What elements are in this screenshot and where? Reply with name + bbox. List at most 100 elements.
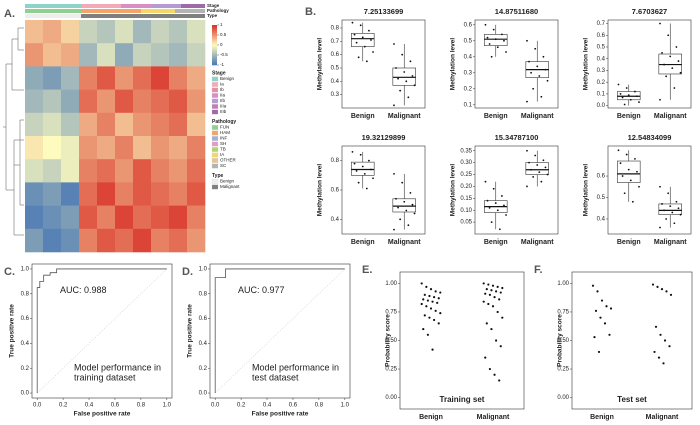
heatmap-cell <box>61 228 80 253</box>
data-point <box>425 305 428 308</box>
data-point <box>439 312 442 315</box>
plot-frame <box>209 263 351 399</box>
heatmap-cell <box>133 43 152 67</box>
data-point <box>505 51 507 53</box>
y-tick-label: 0.6 <box>21 316 30 322</box>
panel-label: F. <box>534 264 543 276</box>
heatmap-cell <box>169 112 188 137</box>
panel-label: E. <box>362 264 372 276</box>
data-point <box>485 288 488 291</box>
data-point <box>627 94 630 96</box>
heatmap-cell <box>169 20 188 44</box>
heatmap-cell <box>25 89 44 114</box>
legend-label: IA <box>220 152 224 157</box>
data-point <box>370 168 372 171</box>
data-point <box>395 67 397 69</box>
data-point <box>625 153 628 156</box>
data-point <box>355 170 358 172</box>
data-point <box>494 38 497 41</box>
data-point <box>593 335 596 339</box>
heatmap-cell <box>187 112 206 137</box>
legend-swatch <box>211 82 219 87</box>
legend-label: Malignant <box>220 184 240 189</box>
y-tick-label: 0.4 <box>21 341 30 347</box>
y-tick-label: 0.2 <box>199 366 208 372</box>
data-point <box>623 192 626 195</box>
x-tick-label: Benign <box>617 113 641 120</box>
x-tick-label: 0.0 <box>211 403 220 409</box>
data-point <box>498 228 501 231</box>
y-tick-label: 0.25 <box>460 172 472 178</box>
heatmap-cell <box>133 112 152 137</box>
y-tick-label: 0.35 <box>460 148 472 154</box>
colorbar-step <box>212 49 217 52</box>
legend-title: Type <box>212 173 224 179</box>
heatmap-cell <box>79 20 98 44</box>
heatmap-cell <box>169 159 188 183</box>
x-tick-label: Benign <box>484 239 508 246</box>
heatmap-cell <box>97 205 116 230</box>
data-point <box>357 181 360 184</box>
data-point <box>409 60 412 63</box>
data-point <box>423 314 426 317</box>
legend-swatch <box>211 184 219 190</box>
data-point <box>661 51 663 54</box>
data-point <box>669 55 672 58</box>
data-point <box>501 316 504 319</box>
data-point <box>679 213 682 216</box>
data-point <box>675 46 678 48</box>
legend-swatch <box>211 104 219 109</box>
panel-label: A. <box>4 8 15 20</box>
data-point <box>431 348 434 351</box>
data-point <box>403 71 406 73</box>
data-point <box>393 172 395 175</box>
data-point <box>407 224 410 227</box>
data-point <box>532 87 535 90</box>
heatmap-cell <box>79 112 98 137</box>
data-point <box>495 339 498 342</box>
data-point <box>536 65 539 68</box>
heatmap-cell <box>187 228 206 253</box>
heatmap-cell <box>97 66 116 90</box>
y-tick-label: 0.8 <box>21 291 30 297</box>
data-point <box>436 301 439 304</box>
data-point <box>496 285 499 288</box>
legend-label: Ib <box>220 87 224 92</box>
box-body <box>392 198 416 213</box>
legend-label: Ia <box>220 82 224 87</box>
y-axis-label: Methylation level <box>450 38 457 91</box>
data-point <box>530 71 532 74</box>
data-point <box>401 53 404 56</box>
heatmap-cell <box>133 159 152 183</box>
y-tick-label: 0.4 <box>331 79 340 85</box>
heatmap-cell <box>133 20 152 44</box>
heatmap-cell <box>97 43 116 67</box>
data-point <box>490 289 493 292</box>
data-point <box>631 200 634 203</box>
data-point <box>403 200 406 203</box>
heatmap-cell <box>61 112 80 137</box>
heatmap-cell <box>97 89 116 114</box>
annotation: training dataset <box>74 372 136 382</box>
data-point <box>428 316 431 319</box>
heatmap-cell <box>79 205 98 230</box>
colorbar-tick-label: -1 <box>220 62 224 67</box>
data-point <box>636 170 638 173</box>
y-tick-label: 0.7 <box>597 21 606 27</box>
box-body <box>392 67 416 86</box>
legend-label: Benign <box>220 179 235 184</box>
x-tick-label: 0.8 <box>137 403 146 409</box>
x-tick-label: Benign <box>484 113 508 120</box>
data-point <box>437 297 440 300</box>
heatmap-cell <box>43 20 62 44</box>
colorbar-step <box>212 27 217 30</box>
data-point <box>482 300 485 303</box>
heatmap-cell <box>115 182 134 206</box>
data-point <box>422 298 425 301</box>
y-tick-label: 0.2 <box>464 86 473 92</box>
y-tick-label: 0.00 <box>385 395 397 401</box>
data-point <box>619 162 622 165</box>
data-point <box>536 164 539 166</box>
heatmap-cell <box>43 136 62 160</box>
colorbar-step <box>212 35 217 38</box>
